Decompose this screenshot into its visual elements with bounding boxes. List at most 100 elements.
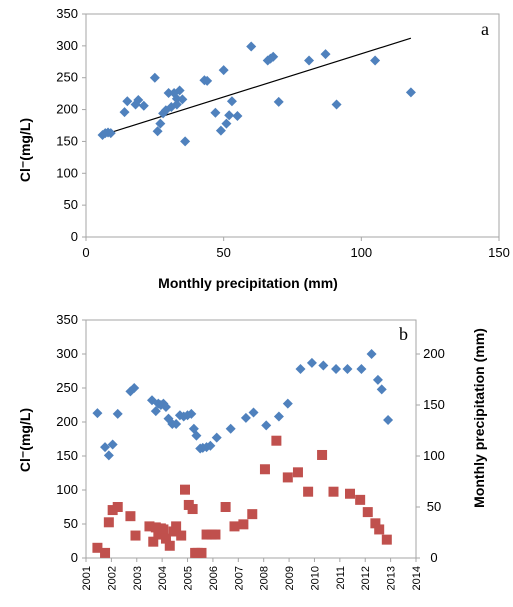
panel-a-data-point [224, 110, 235, 121]
panel-b-chloride-point [318, 360, 329, 371]
panel-b-chloride-point [225, 423, 236, 434]
panel-a-data-point [202, 75, 213, 86]
panel-b-precipitation-point [317, 449, 328, 460]
panel-b-chloride-point [306, 357, 317, 368]
panel-b-left-y-axis: 0 50 100 150 200 250 300 350 [56, 312, 86, 565]
panel-b-precipitation-point [112, 501, 123, 512]
panel-a-data-point [210, 107, 221, 118]
panel-a-y-axis-title: Cl⁻(mg/L) [17, 118, 33, 182]
panel-b-chloride-point [205, 440, 216, 451]
panel-b-x-tick-label: 2004 [157, 566, 169, 590]
panel-a-data-point [232, 110, 243, 121]
panel-a-data-point [405, 87, 416, 98]
panel-b-left-y-tick-label: 0 [71, 550, 78, 565]
panel-a-trendline [102, 37, 412, 136]
panel-b-chloride-point [282, 398, 293, 409]
panel-a-data-point [221, 118, 232, 129]
panel-b-precipitation-point [220, 501, 231, 512]
panel-a-data-point [180, 136, 191, 147]
panel-b-chloride-point [112, 408, 123, 419]
panel-b-chloride-point [171, 419, 182, 430]
panel-b-chloride-point [376, 384, 387, 395]
panel-b-chloride-point [372, 374, 383, 385]
panel-b-precipitation-point [125, 511, 136, 522]
panel-b-precipitation-point [92, 542, 103, 553]
panel-a-data-point [163, 88, 174, 99]
panel-a-y-tick-label: 300 [56, 38, 78, 53]
panel-a-data-point [177, 94, 188, 105]
panel-b-chloride-point [92, 408, 103, 419]
panel-b-chloride-point [191, 430, 202, 441]
panel-b-precipitation-point [362, 507, 373, 518]
panel-a-data-point [119, 107, 130, 118]
panel-a-data-point [320, 49, 331, 60]
panel-a-data-point [138, 100, 149, 111]
panel-a-trendline-group [102, 37, 412, 136]
panel-b-precipitation-point [187, 504, 198, 515]
panel-a-x-tick-label: 150 [488, 245, 510, 260]
panel-a-y-tick-label: 350 [56, 6, 78, 21]
panel-b-chloride-series [92, 349, 394, 461]
panel-b-precipitation-point [374, 524, 385, 535]
panel-a-data-point [122, 96, 133, 107]
panel-b-precipitation-point [247, 509, 258, 520]
panel-a-x-axis-title: Monthly precipitation (mm) [158, 275, 338, 291]
panel-a-data-point [218, 65, 229, 76]
panel-b-left-y-axis-title: Cl⁻(mg/L) [17, 408, 33, 472]
panel-a-x-axis: 0 50 100 150 [82, 237, 510, 260]
panel-b-precipitation-point [130, 530, 141, 541]
panel-b-precipitation-point [355, 494, 366, 505]
panel-b-right-y-axis-title: Monthly precipitation (mm) [471, 328, 487, 508]
panel-b-x-tick-label: 2010 [309, 566, 321, 590]
panel-b-right-y-tick-label: 50 [427, 499, 441, 514]
panel-b-chloride-point [248, 407, 259, 418]
panel-b-precipitation-point [303, 486, 314, 497]
panel-b-x-tick-label: 2012 [360, 566, 372, 590]
panel-b-precipitation-point [168, 526, 179, 537]
panel-b-left-y-tick-label: 100 [56, 482, 78, 497]
panel-b-precipitation-point [259, 464, 270, 475]
panel-b-chloride-point [331, 363, 342, 374]
panel-a-plot-frame [85, 13, 500, 238]
panel-a-data-point [174, 85, 185, 96]
panel-b-precipitation-point [158, 524, 169, 535]
panel-a-y-tick-label: 200 [56, 102, 78, 117]
panel-a-y-tick-label: 0 [71, 229, 78, 244]
panel-b-precipitation-point [229, 521, 240, 532]
panel-b-precipitation-point [271, 435, 282, 446]
panel-b-x-axis: 2001 2002 2003 2004 2005 2006 2007 2008 2009 2010… [81, 558, 423, 590]
panel-a-data-point [331, 99, 342, 110]
panel-b-precipitation-point [292, 467, 303, 478]
panel-b-chloride-point [150, 406, 161, 417]
panel-b-precipitation-point [210, 529, 221, 540]
panel-b-chart: b 0 50 100 150 200 250 300 350 0 50 100 150 200 200… [17, 312, 487, 590]
panel-a-x-tick-label: 100 [350, 245, 372, 260]
panel-a-data-point [105, 128, 116, 139]
panel-b-x-tick-label: 2002 [106, 566, 118, 590]
panel-b-label: b [399, 324, 408, 344]
panel-b-precipitation-point [153, 529, 164, 540]
panel-b-x-tick-label: 2008 [259, 566, 271, 590]
panel-b-chloride-point [211, 432, 222, 443]
panel-b-left-y-tick-label: 300 [56, 346, 78, 361]
panel-b-precipitation-point [180, 484, 190, 495]
panel-a-points [97, 41, 416, 147]
panel-b-x-tick-label: 2009 [284, 566, 296, 590]
panel-b-left-y-tick-label: 250 [56, 380, 78, 395]
panel-b-right-y-tick-label: 0 [430, 550, 437, 565]
panel-a-data-point [273, 96, 284, 107]
panel-b-chloride-point [240, 412, 251, 423]
panel-a-label: a [481, 19, 489, 39]
panel-b-x-tick-label: 2001 [81, 566, 93, 590]
panel-a-data-point [133, 95, 144, 106]
panel-a-data-point [370, 55, 381, 66]
panel-b-precipitation-point [196, 547, 207, 558]
panel-b-chloride-point [295, 363, 306, 374]
panel-b-left-y-tick-label: 200 [56, 414, 78, 429]
panel-b-precipitation-point [148, 536, 159, 547]
panel-b-precipitation-point [176, 530, 187, 541]
panel-b-precipitation-point [282, 472, 293, 483]
panel-a-data-point [268, 51, 279, 62]
panel-a-y-axis: 0 50 100 150 200 250 300 350 [56, 6, 86, 244]
